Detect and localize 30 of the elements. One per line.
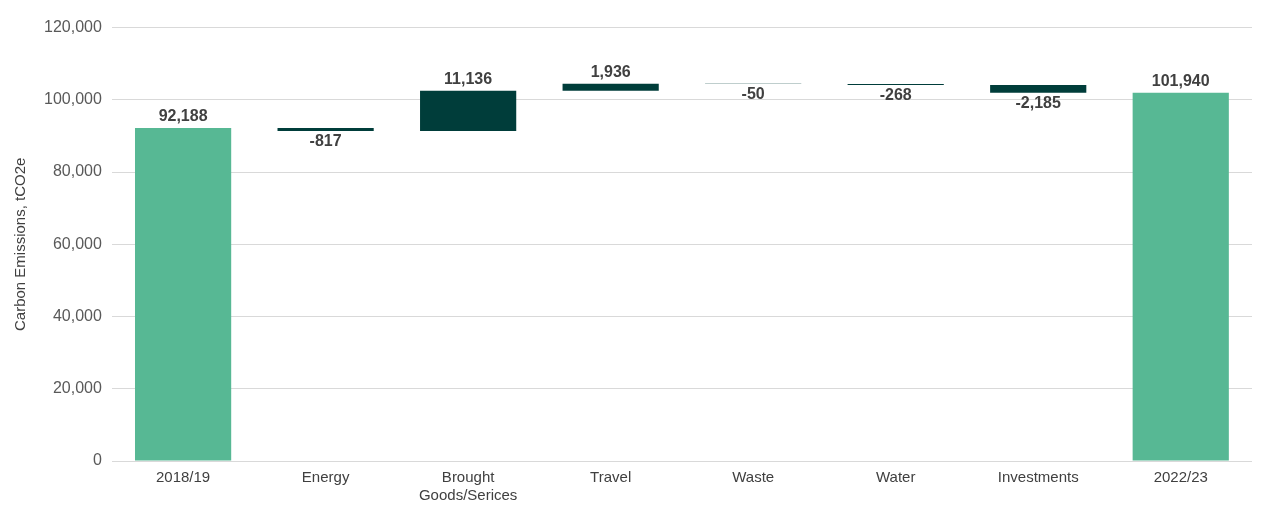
bar [135, 128, 232, 461]
x-tick-label: Travel [590, 468, 632, 486]
bar [990, 84, 1087, 93]
data-label: 1,936 [590, 63, 631, 81]
y-tick-label: 120,000 [43, 18, 102, 36]
y-tick-label: 0 [92, 451, 102, 469]
data-label: -268 [879, 86, 912, 104]
y-tick-label: 80,000 [52, 162, 102, 180]
x-tick-label: Waste [732, 468, 775, 486]
x-tick-label: Investments [997, 468, 1079, 486]
x-tick-label: 2018/19 [155, 468, 211, 486]
data-label: -50 [741, 85, 765, 103]
x-tick-label: 2022/23 [1153, 468, 1208, 486]
data-label: -817 [309, 132, 342, 150]
bar [562, 83, 659, 91]
bar [1132, 92, 1229, 461]
data-label: 101,940 [1151, 72, 1210, 90]
data-label: 92,188 [158, 107, 208, 125]
y-axis-title: Carbon Emissions, tCO2e [11, 157, 29, 331]
y-tick-label: 40,000 [52, 306, 102, 324]
x-tick-label: Brought Goods/Serices [418, 468, 518, 504]
data-label: -2,185 [1015, 94, 1061, 112]
y-tick-label: 20,000 [52, 379, 102, 397]
data-label: 11,136 [444, 70, 493, 88]
x-tick-label: Energy [301, 468, 350, 486]
y-tick-label: 100,000 [43, 90, 102, 108]
y-tick-label: 60,000 [52, 234, 102, 252]
x-tick-label: Water [875, 468, 916, 486]
bar [420, 90, 517, 131]
bar [277, 128, 374, 131]
